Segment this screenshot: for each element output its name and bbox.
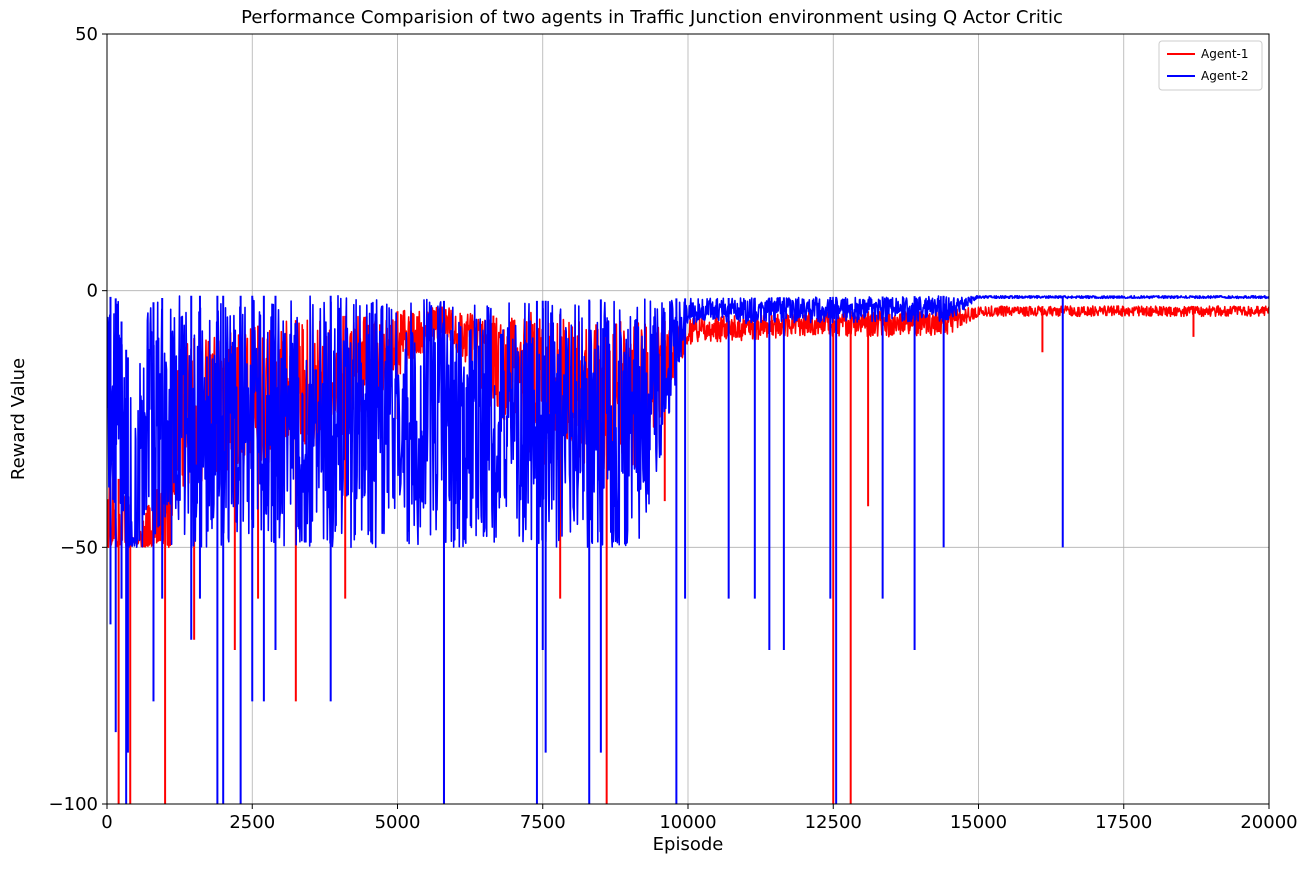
x-tick-label-5: 12500 (805, 812, 862, 833)
x-tick-label-1: 2500 (229, 812, 275, 833)
x-tick-label-7: 17500 (1095, 812, 1152, 833)
x-tick-label-8: 20000 (1240, 812, 1297, 833)
y-tick-label-1: −50 (60, 537, 98, 558)
legend-label-agent-1: Agent-1 (1201, 47, 1248, 61)
x-tick-label-3: 7500 (520, 812, 566, 833)
series-line-2 (107, 295, 1269, 549)
y-tick-label-0: −100 (49, 794, 98, 815)
x-axis-label: Episode (653, 834, 724, 855)
x-tick-label-4: 10000 (659, 812, 716, 833)
legend-label-agent-2: Agent-2 (1201, 69, 1248, 83)
x-axis-ticks: 0 2500 5000 7500 10000 12500 15000 17500 20000 (101, 804, 1298, 833)
series-layer (107, 295, 1269, 804)
y-axis-ticks: −100 −50 0 50 (49, 24, 107, 815)
legend: Agent-1 Agent-2 (1158, 40, 1263, 91)
x-tick-label-6: 15000 (950, 812, 1007, 833)
y-tick-label-3: 50 (75, 24, 98, 45)
series-spikes-2 (109, 295, 1064, 804)
y-axis-label: Reward Value (8, 358, 29, 480)
x-tick-label-2: 5000 (375, 812, 421, 833)
y-tick-label-2: 0 (87, 281, 98, 302)
chart-title: Performance Comparision of two agents in… (241, 7, 1063, 28)
x-tick-label-0: 0 (101, 812, 112, 833)
series-line-1 (107, 305, 1269, 549)
